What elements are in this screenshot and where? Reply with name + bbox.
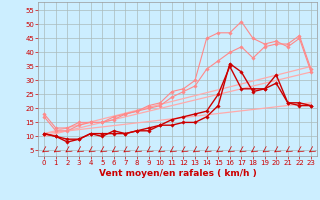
X-axis label: Vent moyen/en rafales ( km/h ): Vent moyen/en rafales ( km/h ) bbox=[99, 169, 256, 178]
